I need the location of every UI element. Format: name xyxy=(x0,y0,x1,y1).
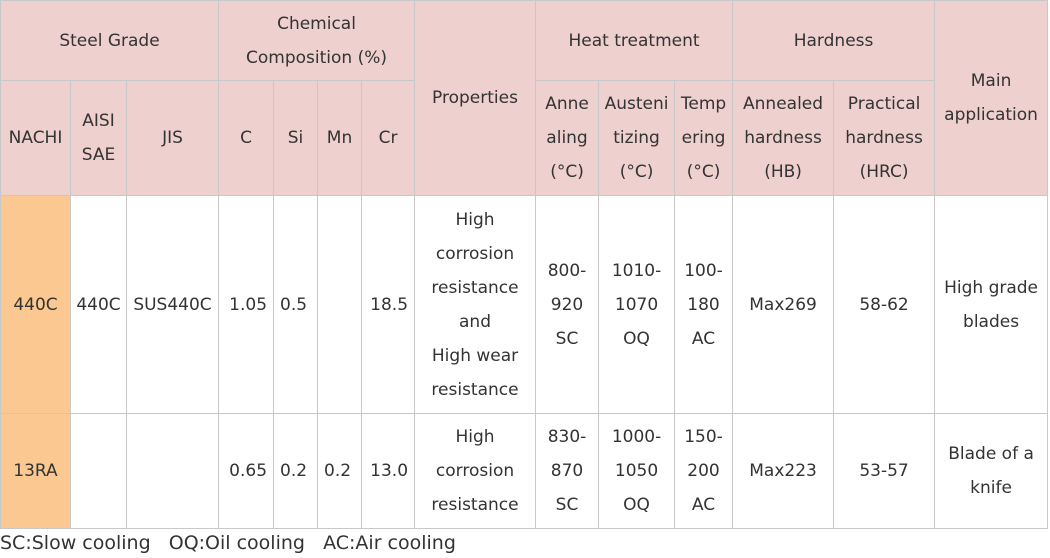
header-annealing: Anne aling (°C) xyxy=(535,80,600,196)
header-chemical-composition: Chemical Composition (%) xyxy=(218,0,416,81)
cell-main-application: Blade of a knife xyxy=(934,413,1049,529)
cell-jis xyxy=(125,413,220,529)
header-aisi-sae: AISI SAE xyxy=(70,80,127,196)
cell-aisi-sae xyxy=(70,413,127,529)
cell-annealing: 830- 870 SC xyxy=(535,413,600,529)
header-properties: Properties xyxy=(414,0,537,196)
cell-annealing: 800- 920 SC xyxy=(535,195,600,414)
cell-annealed-hardness: Max223 xyxy=(732,413,835,529)
cell-cr: 13.0 xyxy=(361,413,416,529)
cell-properties: High corrosion resistance and High wear … xyxy=(414,195,537,414)
cell-mn: 0.2 xyxy=(317,413,363,529)
header-si: Si xyxy=(273,80,319,196)
header-row-groups: Steel Grade Chemical Composition (%) Pro… xyxy=(0,0,1049,196)
cell-tempering: 150- 200 AC xyxy=(674,413,734,529)
cell-c: 1.05 xyxy=(218,195,275,414)
header-hardness: Hardness xyxy=(732,0,936,81)
cell-si: 0.2 xyxy=(273,413,319,529)
cell-si: 0.5 xyxy=(273,195,319,414)
cell-austenitizing: 1000- 1050 OQ xyxy=(598,413,676,529)
cooling-legend: SC:Slow cooling OQ:Oil cooling AC:Air co… xyxy=(0,532,456,554)
cell-cr: 18.5 xyxy=(361,195,416,414)
header-c: C xyxy=(218,80,275,196)
cell-properties: High corrosion resistance xyxy=(414,413,537,529)
header-practical-hardness: Practical hardness (HRC) xyxy=(833,80,936,196)
cell-nachi: 13RA xyxy=(0,413,71,529)
header-jis: JIS xyxy=(125,80,220,196)
cell-nachi: 440C xyxy=(0,195,71,414)
cell-austenitizing: 1010- 1070 OQ xyxy=(598,195,676,414)
cell-practical-hardness: 53-57 xyxy=(833,413,936,529)
cell-main-application: High grade blades xyxy=(934,195,1049,414)
cell-jis: SUS440C xyxy=(125,195,220,414)
header-main-application: Main application xyxy=(934,0,1049,196)
table-row: 440C 440C SUS440C 1.05 0.5 18.5 High cor… xyxy=(0,195,1049,414)
header-tempering: Temp ering (°C) xyxy=(674,80,734,196)
header-steel-grade: Steel Grade xyxy=(0,0,220,81)
cell-aisi-sae: 440C xyxy=(70,195,127,414)
cell-annealed-hardness: Max269 xyxy=(732,195,835,414)
cell-practical-hardness: 58-62 xyxy=(833,195,936,414)
header-mn: Mn xyxy=(317,80,363,196)
cell-tempering: 100- 180 AC xyxy=(674,195,734,414)
table-row: 13RA 0.65 0.2 0.2 13.0 High corrosion re… xyxy=(0,413,1049,529)
steel-grade-table: Steel Grade Chemical Composition (%) Pro… xyxy=(0,0,1049,529)
header-heat-treatment: Heat treatment xyxy=(535,0,734,81)
header-row-columns: NACHI AISI SAE JIS C Si Mn Cr Anne aling… xyxy=(0,80,1048,196)
cell-mn xyxy=(317,195,363,414)
cell-c: 0.65 xyxy=(218,413,275,529)
header-cr: Cr xyxy=(361,80,416,196)
header-annealed-hardness: Annealed hardness (HB) xyxy=(732,80,835,196)
header-austenitizing: Austeni tizing (°C) xyxy=(598,80,676,196)
header-nachi: NACHI xyxy=(0,80,71,196)
